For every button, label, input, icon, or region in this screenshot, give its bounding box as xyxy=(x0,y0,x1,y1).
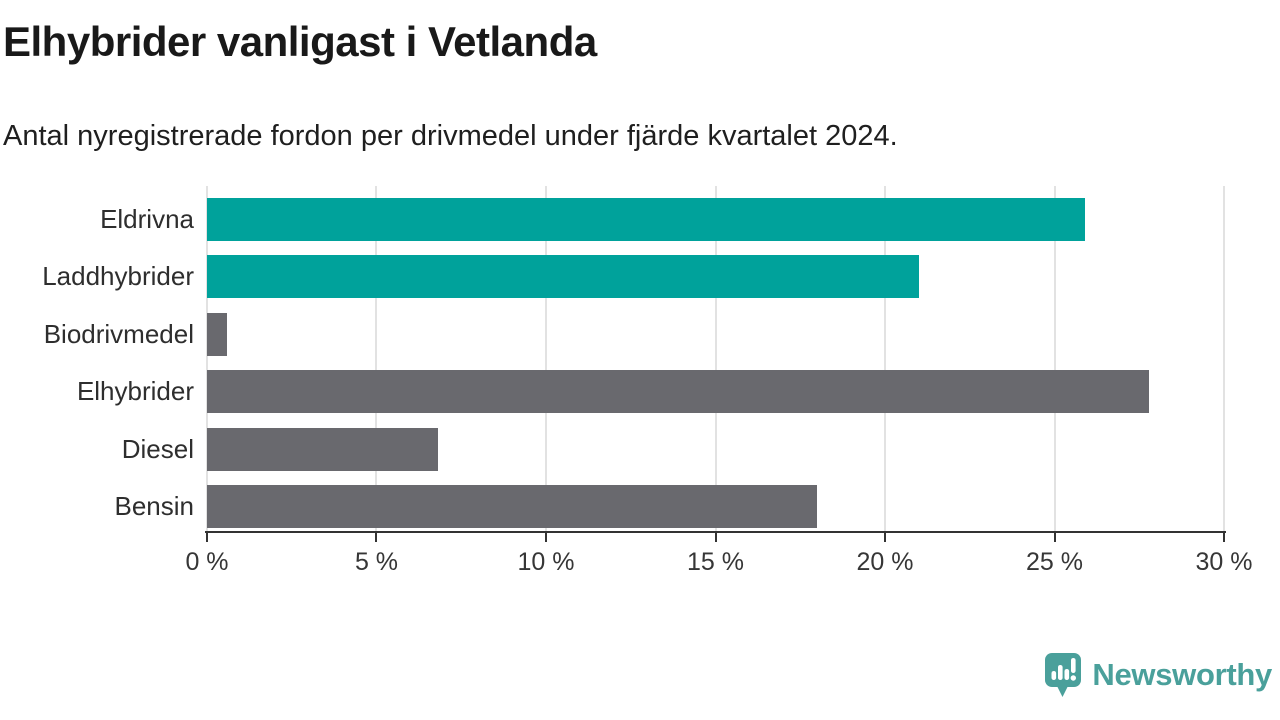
x-axis-tick-label-30: 30 % xyxy=(1195,548,1253,576)
bar-biodrivmedel xyxy=(207,312,228,356)
newsworthy-wordmark: Newsworthy xyxy=(1092,656,1272,692)
chart-title: Elhybrider vanligast i Vetlanda xyxy=(3,18,597,65)
x-axis-tick-label-20: 20 % xyxy=(856,548,914,576)
bar-elhybrider xyxy=(207,370,1150,414)
x-axis-line xyxy=(205,531,1226,533)
gridline-5 xyxy=(375,186,378,531)
x-axis-tick-label-0: 0 % xyxy=(185,548,229,576)
category-label-bensin: Bensin xyxy=(114,491,195,521)
x-axis-tick-mark-5 xyxy=(375,533,378,542)
x-axis-tick-mark-10 xyxy=(544,533,547,542)
x-axis-tick-mark-25 xyxy=(1053,533,1056,542)
x-axis-tick-label-10: 10 % xyxy=(517,548,575,576)
gridline-0 xyxy=(206,186,208,531)
bar-chart-plot-area: 0 % 5 % 10 % 15 % 20 % 25 % 30 % xyxy=(185,186,1252,576)
gridline-10 xyxy=(544,186,547,531)
gridline-25 xyxy=(1053,186,1056,531)
category-label-eldrivna: Eldrivna xyxy=(100,204,194,234)
newsworthy-logo: Newsworthy xyxy=(1043,651,1272,698)
newsworthy-bubble-chart-icon xyxy=(1045,653,1082,697)
gridline-15 xyxy=(714,186,717,531)
bar-bensin xyxy=(207,485,818,528)
chart-subtitle: Antal nyregistrerade fordon per drivmede… xyxy=(3,120,898,152)
x-axis-tick-mark-30 xyxy=(1223,533,1225,542)
x-axis-tick-label-5: 5 % xyxy=(354,548,399,576)
category-label-laddhybrider: Laddhybrider xyxy=(42,261,194,292)
category-label-diesel: Diesel xyxy=(121,433,194,464)
category-axis-labels: Eldrivna Laddhybrider Biodrivmedel Elhybrid… xyxy=(0,186,194,531)
bar-diesel xyxy=(207,427,438,471)
bar-laddhybrider xyxy=(207,255,919,299)
x-axis-tick-mark-0 xyxy=(206,533,208,542)
x-axis-tick-label-25: 25 % xyxy=(1026,548,1083,576)
bar-eldrivna xyxy=(207,198,1085,241)
gridline-20 xyxy=(883,186,886,531)
x-axis-tick-mark-15 xyxy=(714,533,717,542)
gridline-30 xyxy=(1223,186,1225,531)
category-label-elhybrider: Elhybrider xyxy=(76,376,194,407)
category-label-biodrivmedel: Biodrivmedel xyxy=(43,318,194,349)
x-axis-tick-mark-20 xyxy=(883,533,886,542)
x-axis-tick-label-15: 15 % xyxy=(687,548,744,576)
